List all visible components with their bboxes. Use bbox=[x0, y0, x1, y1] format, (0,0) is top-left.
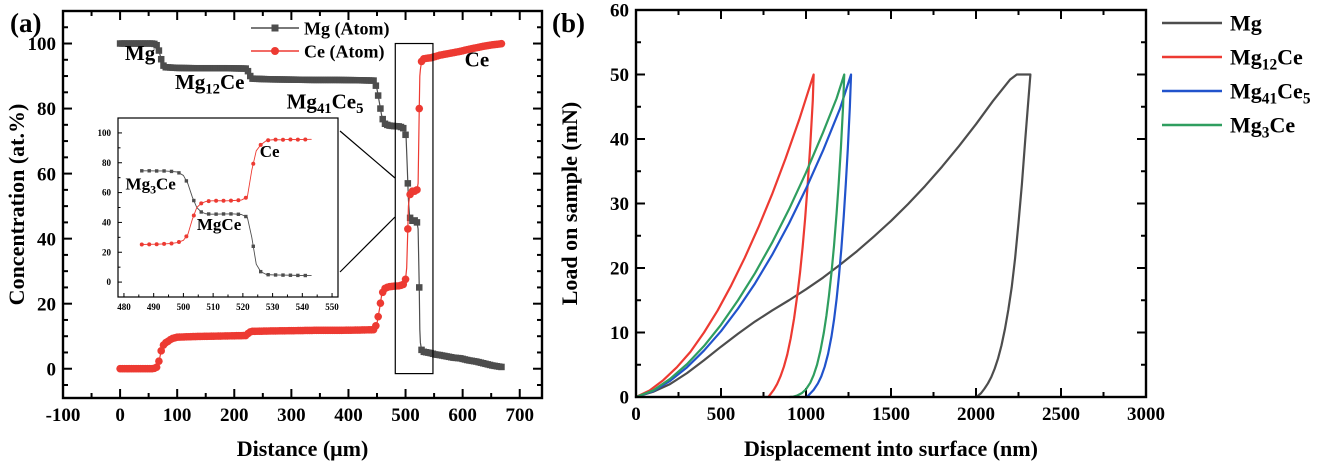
y-tick-label: 50 bbox=[610, 65, 629, 86]
x-tick-label: 540 bbox=[296, 302, 310, 312]
y-tick-label: 100 bbox=[98, 128, 112, 138]
x-tick-label: 490 bbox=[147, 302, 161, 312]
series-mg3ce bbox=[634, 73, 846, 399]
panel-label: (b) bbox=[552, 8, 585, 38]
y-tick-label: 100 bbox=[28, 34, 57, 55]
y-axis-title: Concentration (at.%) bbox=[4, 104, 29, 306]
x-tick-label: 0 bbox=[631, 404, 641, 425]
legend-label: Mg3Ce bbox=[1230, 113, 1295, 142]
y-tick-label: 60 bbox=[102, 188, 112, 198]
panel-b-legend: Mg Mg12Ce Mg41Ce5 Mg3Ce bbox=[1162, 11, 1311, 142]
x-tick-label: 510 bbox=[206, 302, 220, 312]
panel-b-ticks bbox=[635, 9, 1147, 398]
x-tick-label: 480 bbox=[117, 302, 131, 312]
y-tick-label: 40 bbox=[610, 130, 629, 151]
phase-annotation: Ce bbox=[260, 142, 280, 161]
x-tick-label: 1500 bbox=[872, 404, 910, 425]
x-tick-label: 500 bbox=[707, 404, 736, 425]
series-mg-atom-markers bbox=[116, 40, 505, 371]
y-tick-label: 40 bbox=[37, 229, 56, 250]
series-mg12ce bbox=[634, 73, 815, 399]
phase-annotation: MgCe bbox=[197, 215, 242, 234]
y-tick-label: 80 bbox=[102, 158, 112, 168]
y-tick-label: 20 bbox=[102, 247, 112, 257]
zoom-region-rect bbox=[394, 42, 434, 375]
y-tick-label: 0 bbox=[47, 359, 57, 380]
legend-circle-marker bbox=[271, 47, 279, 55]
x-tick-label: 300 bbox=[277, 405, 306, 426]
inset-connector-line bbox=[339, 216, 396, 273]
series-inset-mg-markers bbox=[140, 169, 307, 278]
phase-annotation: Mg12Ce bbox=[175, 70, 245, 98]
panel-a-legend: Mg (Atom)Ce (Atom) bbox=[251, 18, 389, 62]
legend-label: Mg41Ce5 bbox=[1230, 79, 1311, 108]
panel-a-inset-ticks bbox=[118, 117, 333, 298]
x-tick-label: 200 bbox=[220, 405, 249, 426]
series-mg41ce5 bbox=[634, 73, 853, 399]
legend-label: Mg bbox=[1230, 11, 1262, 36]
panel-label: (a) bbox=[10, 8, 41, 38]
x-tick-label: 3000 bbox=[1127, 404, 1165, 425]
y-tick-label: 60 bbox=[610, 1, 629, 22]
x-tick-label: 0 bbox=[115, 405, 125, 426]
phase-annotation: Mg bbox=[125, 41, 156, 65]
x-tick-label: -100 bbox=[46, 405, 81, 426]
legend-square-marker bbox=[271, 24, 279, 32]
panel-a-inset-frame bbox=[117, 117, 339, 298]
x-tick-label: 400 bbox=[334, 405, 363, 426]
x-axis-title: Displacement into surface (nm) bbox=[744, 436, 1038, 461]
series-inset-ce-markers bbox=[139, 137, 308, 247]
y-tick-label: 60 bbox=[37, 164, 56, 185]
phase-annotation: Ce bbox=[465, 47, 490, 71]
x-tick-label: 700 bbox=[505, 405, 534, 426]
y-tick-label: 30 bbox=[610, 194, 629, 215]
panel-b-frame bbox=[634, 8, 1148, 399]
legend-label: Mg (Atom) bbox=[304, 18, 389, 39]
x-tick-label: 520 bbox=[236, 302, 250, 312]
y-tick-label: 20 bbox=[37, 294, 56, 315]
x-tick-label: 2000 bbox=[957, 404, 995, 425]
y-tick-label: 0 bbox=[107, 277, 112, 287]
panel-a-inset: 480 490 500 510 520 530 540 550 0 20 40 60 80 100 Mg3C… bbox=[98, 117, 339, 312]
phase-annotation: Mg41Ce5 bbox=[287, 90, 364, 118]
x-tick-label: 530 bbox=[266, 302, 280, 312]
x-axis-title: Distance (μm) bbox=[237, 436, 369, 461]
x-tick-label: 600 bbox=[448, 405, 477, 426]
panel-b: 0 500 1000 1500 2000 2500 3000 0 10 20 30 40 50 60 Dis… bbox=[552, 1, 1311, 461]
x-tick-label: 500 bbox=[391, 405, 420, 426]
series-mg bbox=[634, 73, 1032, 399]
panel-a-frame bbox=[61, 9, 544, 400]
y-tick-label: 80 bbox=[37, 99, 56, 120]
y-tick-label: 0 bbox=[620, 388, 630, 409]
phase-annotation: Mg3Ce bbox=[126, 175, 177, 197]
x-tick-label: 2500 bbox=[1042, 404, 1080, 425]
y-tick-label: 10 bbox=[610, 323, 629, 344]
x-tick-label: 100 bbox=[163, 405, 192, 426]
y-tick-label: 20 bbox=[610, 259, 629, 280]
inset-connector-line bbox=[339, 130, 396, 179]
y-axis-title: Load on sample (mN) bbox=[557, 102, 582, 306]
legend-label: Ce (Atom) bbox=[304, 41, 384, 62]
legend-label: Mg12Ce bbox=[1230, 45, 1303, 74]
x-tick-label: 1000 bbox=[787, 404, 825, 425]
x-tick-label: 550 bbox=[325, 302, 339, 312]
y-tick-label: 40 bbox=[102, 218, 112, 228]
series-ce-atom-markers bbox=[116, 39, 506, 373]
x-tick-label: 500 bbox=[177, 302, 191, 312]
